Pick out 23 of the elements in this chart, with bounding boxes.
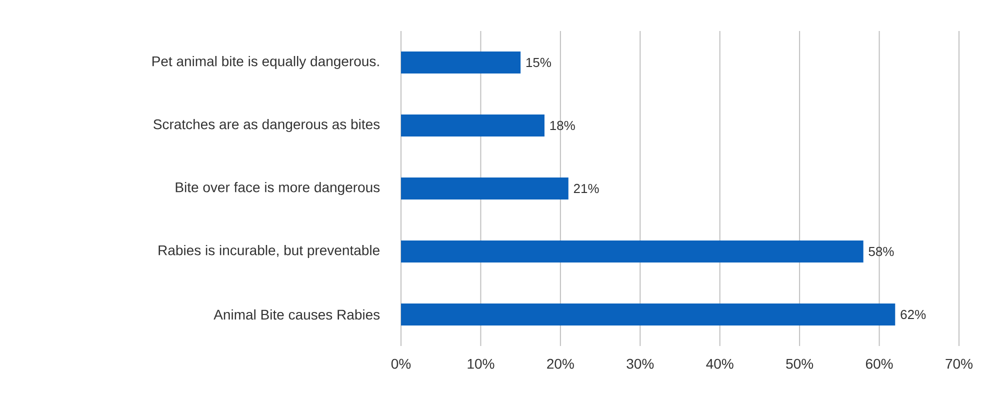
y-tick-label: Pet animal bite is equally dangerous.: [152, 56, 379, 70]
x-tick-label: 20%: [547, 358, 574, 369]
x-tick-label: 40%: [706, 358, 734, 369]
data-label: 21%: [574, 184, 599, 194]
data-label: 58%: [868, 246, 894, 256]
y-tick-label: Rabies is incurable, but preventable: [158, 244, 380, 258]
data-label: 62%: [900, 310, 926, 320]
bar: [401, 177, 568, 200]
x-tick-label: 30%: [626, 358, 654, 369]
x-tick-label: 70%: [946, 358, 973, 369]
x-tick-label: 50%: [786, 358, 814, 369]
y-tick-label: Animal Bite causes Rabies: [214, 309, 380, 320]
y-tick-label: Scratches are as dangerous as bites: [154, 118, 380, 132]
bar: [401, 303, 896, 326]
data-label: 15%: [526, 58, 551, 68]
y-tick-label: Bite over face is more dangerous: [176, 182, 380, 196]
x-tick-label: 0%: [391, 358, 411, 369]
bar: [401, 51, 521, 74]
bar: [401, 240, 864, 263]
x-tick-label: 60%: [866, 358, 893, 369]
x-tick-label: 10%: [468, 358, 494, 369]
bar: [401, 114, 544, 137]
data-label: 18%: [550, 120, 575, 130]
